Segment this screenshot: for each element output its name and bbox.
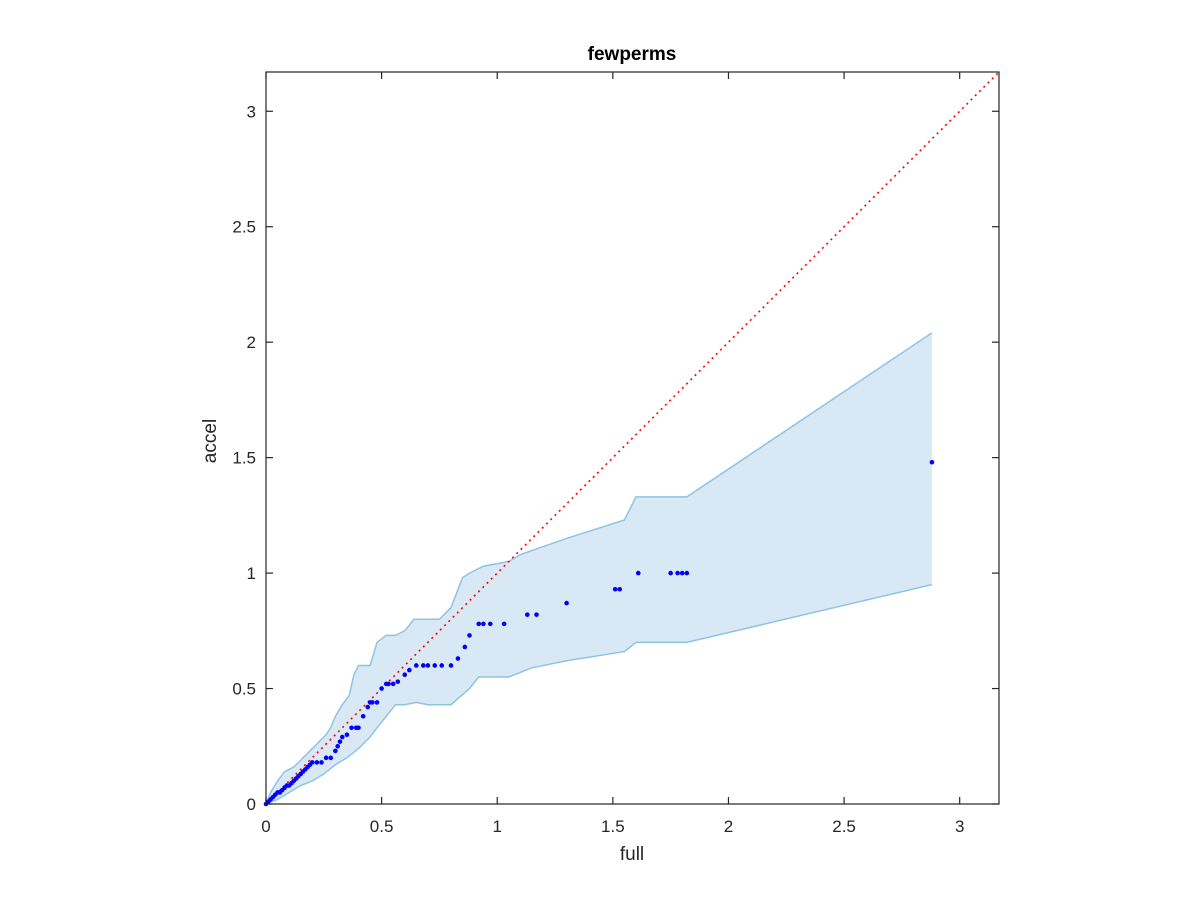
- data-point: [420, 663, 426, 668]
- y-tick-label: 2: [247, 333, 256, 352]
- data-point: [487, 621, 493, 627]
- data-point: [635, 570, 641, 576]
- data-points: [263, 459, 935, 807]
- y-axis-label: accel: [200, 419, 221, 463]
- axis-tick-labels: 0 0.5 1 1.5 2 2.5 3 0 0.5 1 1.5 2 2.5 3: [232, 102, 964, 836]
- data-point: [439, 663, 445, 668]
- x-tick-label: 1.5: [601, 817, 625, 836]
- data-point: [349, 725, 354, 731]
- data-point: [323, 755, 329, 761]
- data-point: [365, 704, 371, 710]
- data-point: [534, 612, 539, 617]
- chart-title: fewperms: [588, 44, 677, 65]
- x-tick-label: 2.5: [832, 817, 856, 836]
- y-tick-label: 2.5: [232, 218, 256, 237]
- data-point: [425, 663, 431, 668]
- data-point: [319, 760, 324, 765]
- confidence-band: [266, 332, 932, 804]
- data-point: [328, 755, 334, 761]
- data-point: [340, 734, 345, 740]
- plot-area: [263, 71, 1000, 807]
- data-point: [467, 633, 472, 638]
- data-point: [333, 748, 338, 754]
- data-point: [524, 612, 530, 617]
- data-point: [929, 459, 935, 465]
- data-point: [617, 586, 623, 592]
- axes-box: [265, 71, 1000, 805]
- data-point: [379, 686, 384, 691]
- x-tick-label: 1: [492, 817, 501, 836]
- data-point: [402, 672, 408, 677]
- data-point: [481, 621, 486, 627]
- data-point: [432, 663, 438, 668]
- data-point: [679, 570, 685, 576]
- data-point: [374, 700, 380, 705]
- data-point: [501, 621, 507, 627]
- data-point: [386, 681, 391, 687]
- data-point: [360, 713, 366, 719]
- x-tick-label: 0: [261, 817, 270, 836]
- y-tick-label: 3: [247, 102, 256, 121]
- data-point: [309, 760, 315, 765]
- band-upper-edge: [265, 332, 933, 805]
- data-point: [675, 570, 680, 576]
- data-point: [668, 570, 673, 576]
- x-tick-label: 0.5: [370, 817, 394, 836]
- axis-ticks: [265, 72, 999, 805]
- x-tick-label: 3: [955, 817, 964, 836]
- data-point: [612, 586, 618, 592]
- y-tick-label: 0: [247, 795, 256, 814]
- data-point: [344, 732, 350, 738]
- data-point: [684, 570, 690, 576]
- reference-diagonal-line: [265, 71, 1000, 805]
- data-point: [564, 600, 569, 606]
- data-point: [370, 700, 375, 705]
- x-tick-label: 2: [724, 817, 733, 836]
- data-point: [390, 681, 396, 687]
- data-point: [462, 644, 468, 650]
- data-point: [314, 760, 320, 765]
- data-point: [335, 743, 340, 749]
- data-point: [455, 656, 461, 661]
- x-axis-label: full: [620, 844, 644, 865]
- data-point: [337, 739, 343, 744]
- y-tick-label: 0.5: [232, 680, 256, 699]
- data-point: [356, 725, 361, 731]
- band-lower-edge: [265, 583, 933, 805]
- y-tick-label: 1.5: [232, 449, 256, 468]
- y-tick-label: 1: [247, 564, 256, 583]
- data-point: [448, 663, 454, 668]
- data-point: [413, 663, 419, 668]
- data-point: [395, 679, 401, 684]
- data-point: [407, 667, 412, 673]
- data-point: [476, 621, 482, 627]
